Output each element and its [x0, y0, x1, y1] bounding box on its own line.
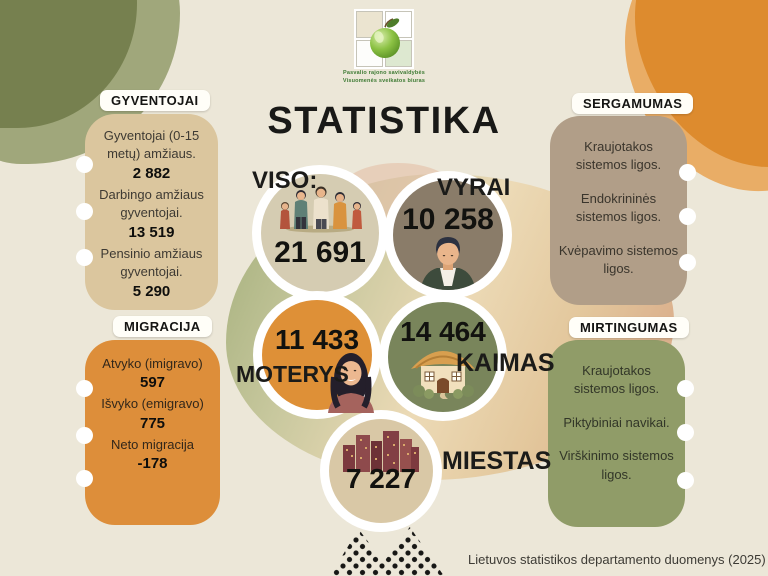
- disease-text: Kvėpavimo sistemos ligos.: [558, 242, 679, 277]
- stat-text: Gyventojai (0-15 metų) amžiaus.: [103, 128, 200, 162]
- decor-bubble: [677, 424, 694, 441]
- stat-text: Pensinio amžiaus gyventojai.: [100, 245, 203, 280]
- mirtingumas-panel: Kraujotakos sistemos ligos. Piktybiniai …: [548, 340, 694, 527]
- disease-text: Endokrininės sistemos ligos.: [575, 190, 662, 225]
- stat-text: Neto migracija: [110, 436, 195, 452]
- vyrai-label: VYRAI: [437, 174, 511, 201]
- viso-value: 21 691: [274, 236, 366, 269]
- page-title: STATISTIKA: [267, 100, 501, 142]
- stat-text: Išvyko (emigravo): [101, 396, 204, 412]
- migracija-panel: Atvyko (imigravo) 597 Išvyko (emigravo) …: [76, 340, 220, 525]
- decor-bubble: [677, 472, 694, 489]
- kaimas-circle: [388, 302, 498, 412]
- gyventojai-panel: Gyventojai (0-15 metų) amžiaus. 2 882 Da…: [76, 114, 218, 310]
- disease-text: Kraujotakos sistemos ligos.: [575, 139, 662, 173]
- logo-org-line1: Pasvalio rajono savivaldybės: [342, 70, 426, 76]
- sergamumas-heading: SERGAMUMAS: [572, 93, 694, 114]
- logo-org-line2: Visuomenės sveikatos biuras: [342, 78, 426, 85]
- kaimas-value: 14 464: [400, 316, 486, 347]
- miestas-value: 7 227: [345, 463, 417, 494]
- vyrai-value: 10 258: [402, 203, 494, 236]
- woman-icon: [328, 353, 374, 413]
- disease-text: Virškinimo sistemos ligos.: [559, 448, 674, 482]
- org-logo: Pasvalio rajono savivaldybės Visuomenės …: [322, 9, 446, 86]
- decor-dot-pattern: [330, 527, 444, 576]
- mirtingumas-heading: MIRTINGUMAS: [569, 317, 689, 338]
- moterys-label: MOTERYS: [236, 361, 349, 387]
- decor-bubble: [76, 470, 93, 487]
- migracija-heading: MIGRACIJA: [113, 316, 212, 337]
- stat-value: 2 882: [132, 164, 171, 182]
- kaimas-label: KAIMAS: [456, 349, 555, 377]
- decor-bubble: [76, 249, 93, 266]
- logo-grid: [354, 9, 414, 69]
- data-source-note: Lietuvos statistikos departamento duomen…: [468, 552, 766, 567]
- miestas-circle: [329, 419, 433, 523]
- house-icon: [411, 351, 475, 399]
- sergamumas-panel: Kraujotakos sistemos ligos. Endokrininės…: [550, 116, 696, 305]
- apple-logo-icon: [370, 18, 400, 58]
- decor-bubble: [677, 380, 694, 397]
- vyrai-circle: [393, 180, 503, 290]
- stat-text: Atvyko (imigravo): [102, 356, 203, 371]
- decor-bubble: [679, 164, 696, 181]
- stat-value: 597: [139, 374, 166, 392]
- stat-value: 775: [139, 414, 166, 432]
- city-icon: [343, 431, 419, 472]
- stat-value: 5 290: [132, 282, 171, 300]
- decor-bubble: [76, 156, 93, 173]
- decor-bubble: [76, 380, 93, 397]
- stat-value: 13 519: [128, 223, 175, 241]
- decor-bubble: [76, 427, 93, 444]
- moterys-value: 11 433: [274, 324, 360, 355]
- stat-text: Darbingo amžiaus gyventojai.: [99, 186, 204, 221]
- decor-bubble: [679, 254, 696, 271]
- disease-text: Piktybiniai navikai.: [563, 414, 670, 430]
- decor-bubble: [76, 203, 93, 220]
- gyventojai-heading: GYVENTOJAI: [100, 90, 210, 111]
- man-icon: [420, 237, 476, 290]
- family-icon: [280, 186, 362, 233]
- disease-text: Kraujotakos sistemos ligos.: [573, 363, 660, 397]
- miestas-label: MIESTAS: [442, 447, 552, 475]
- decor-bubble: [679, 208, 696, 225]
- stat-value: -178: [137, 455, 168, 473]
- viso-label: VISO:: [252, 167, 318, 194]
